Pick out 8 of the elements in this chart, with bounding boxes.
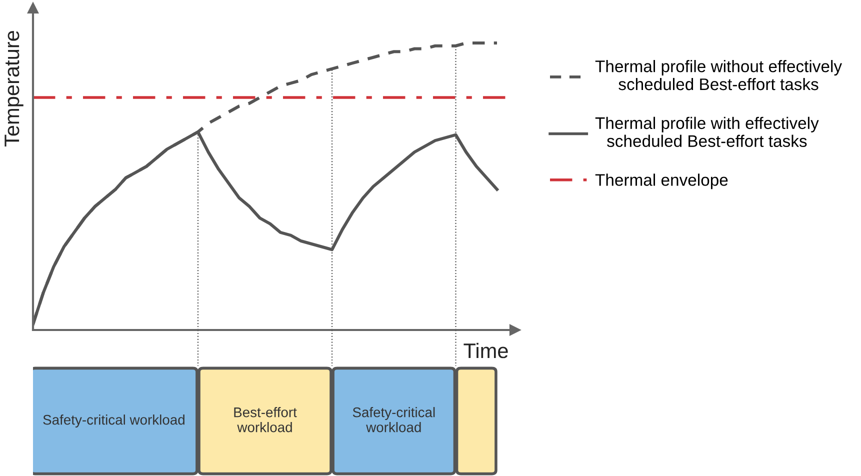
y-axis-title: Temperature: [4, 30, 24, 146]
text: Best-effort workload: [234, 407, 297, 432]
legend-label: Thermal profile without effectively scheduled Best-effort tasks: [595, 60, 842, 90]
legend-label: Thermal envelope: [595, 174, 728, 190]
text: Safety-critical workload: [352, 407, 435, 432]
legend-label: Thermal profile with effectively scheduled Best-effort tasks: [595, 116, 819, 148]
x-axis-title: Time: [464, 342, 508, 358]
text: Safety-critical workload: [43, 414, 184, 428]
